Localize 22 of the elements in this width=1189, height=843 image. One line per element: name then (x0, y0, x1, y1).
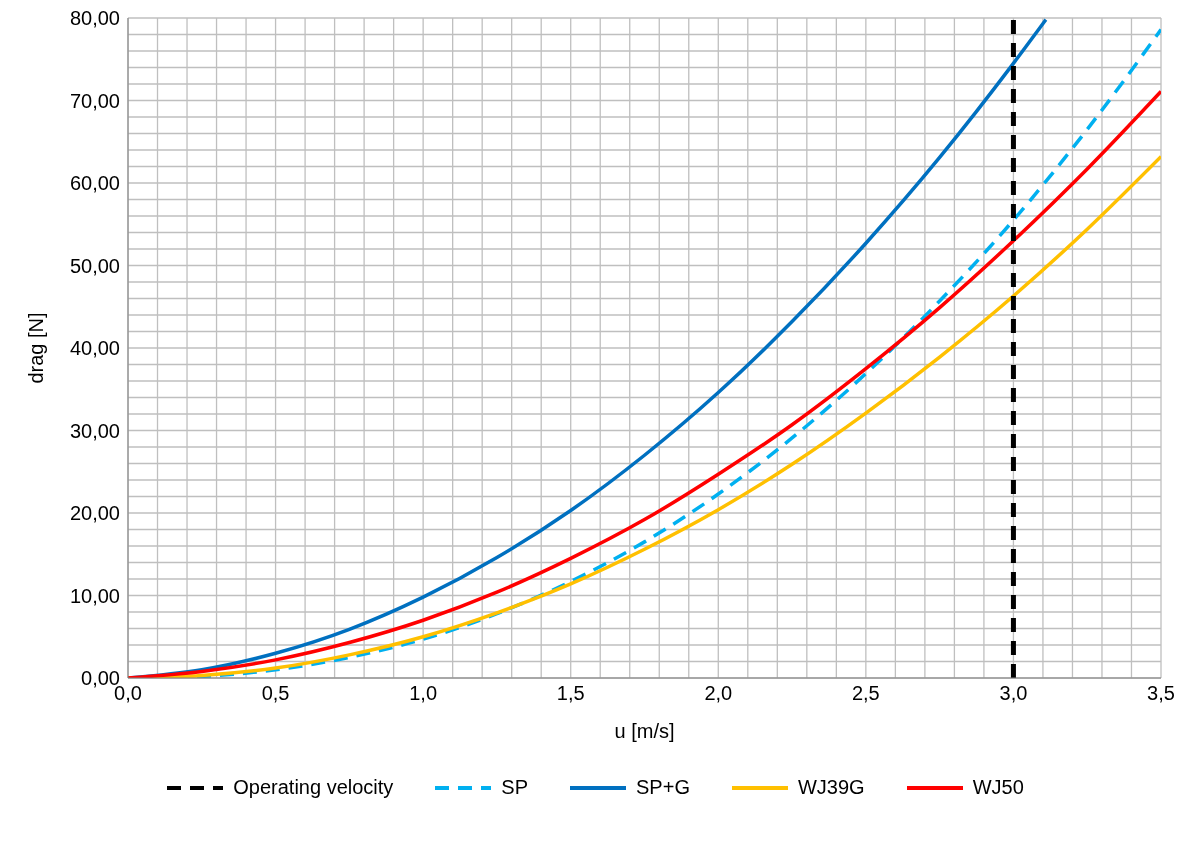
y-tick-label: 60,00 (69, 172, 120, 195)
y-tick-label: 40,00 (69, 337, 120, 360)
y-tick-label: 70,00 (69, 89, 120, 112)
y-tick-label: 20,00 (69, 502, 120, 525)
legend-label: SP (501, 776, 529, 799)
legend-label: WJ50 (972, 776, 1024, 799)
x-tick-label: 2,0 (704, 682, 733, 705)
x-tick-label: 1,5 (556, 682, 585, 705)
legend-label: WJ39G (797, 776, 865, 799)
y-tick-label: 80,00 (69, 7, 120, 30)
legend-label: Operating velocity (233, 776, 394, 799)
y-tick-label: 50,00 (69, 254, 120, 277)
x-tick-label: 0,5 (261, 682, 290, 705)
x-tick-label: 3,5 (1147, 682, 1175, 705)
x-axis-title: u [m/s] (614, 720, 675, 742)
y-axis-title: drag [N] (25, 312, 48, 384)
x-tick-label: 2,5 (851, 682, 880, 705)
legend-label: SP+G (636, 776, 690, 799)
x-tick-label: 3,0 (999, 682, 1028, 705)
y-tick-label: 30,00 (69, 419, 120, 442)
x-tick-label: 1,0 (409, 682, 438, 705)
y-tick-label: 10,00 (69, 584, 120, 607)
